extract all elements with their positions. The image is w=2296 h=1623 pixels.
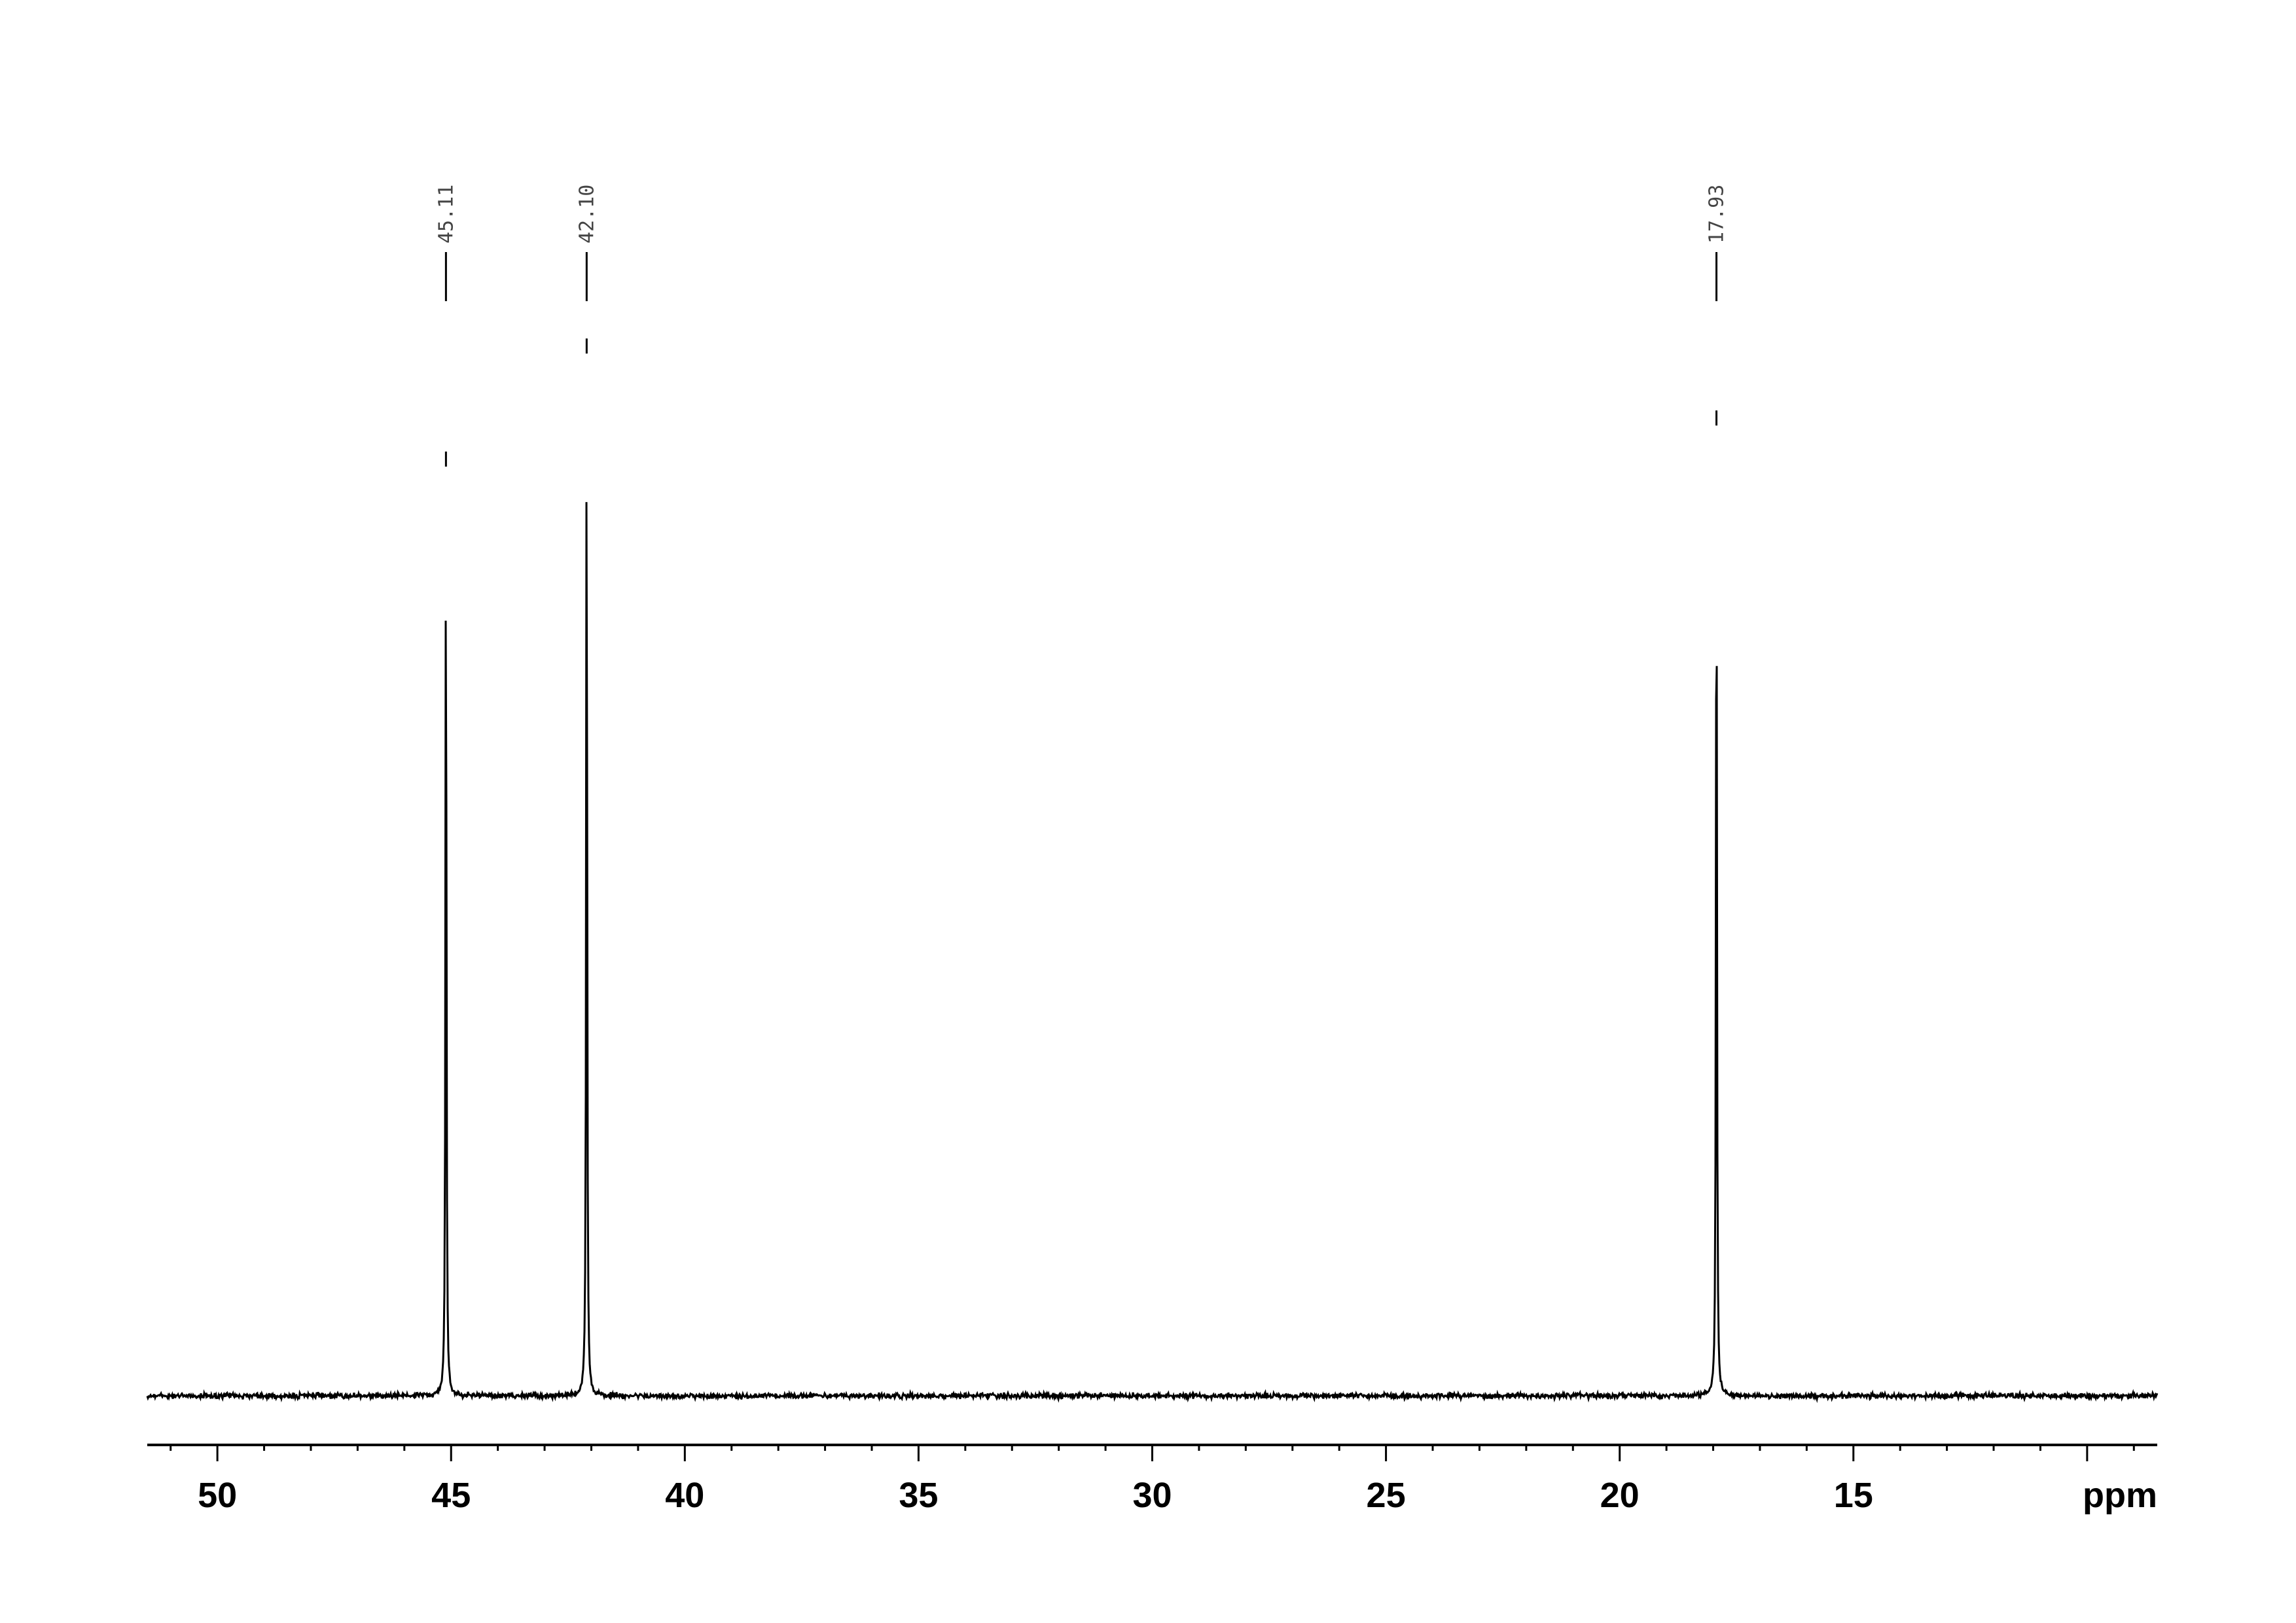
x-axis-unit-label: ppm	[2083, 1476, 2157, 1515]
x-tick-label: 35	[899, 1476, 938, 1515]
x-tick-label: 25	[1367, 1476, 1406, 1515]
x-tick-label: 50	[198, 1476, 237, 1515]
x-tick-label: 40	[665, 1476, 704, 1515]
peak-label: 17.93	[1706, 185, 1729, 244]
x-tick-label: 15	[1834, 1476, 1873, 1515]
x-tick-label: 30	[1132, 1476, 1172, 1515]
x-axis: 50 45 40 35 30 25 20 15	[147, 1444, 2157, 1515]
x-tick-label: 45	[431, 1476, 471, 1515]
x-tick-label: 20	[1600, 1476, 1640, 1515]
peak-label: 42.10	[575, 185, 598, 244]
peak-labels: 45.11 42.10 17.93	[435, 185, 1729, 467]
peak-label: 45.11	[435, 185, 457, 244]
spectrum-trace	[146, 501, 2159, 1404]
